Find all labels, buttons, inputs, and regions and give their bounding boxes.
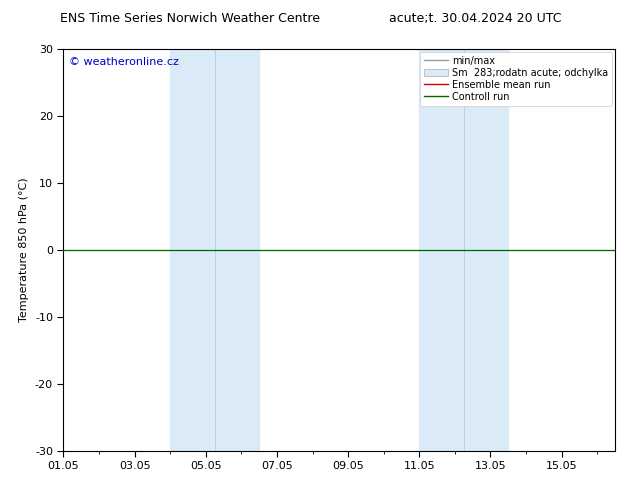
- Text: ENS Time Series Norwich Weather Centre: ENS Time Series Norwich Weather Centre: [60, 12, 320, 25]
- Legend: min/max, Sm  283;rodatn acute; odchylka, Ensemble mean run, Controll run: min/max, Sm 283;rodatn acute; odchylka, …: [420, 52, 612, 105]
- Bar: [170, 49, 259, 451]
- Y-axis label: Temperature 850 hPa (°C): Temperature 850 hPa (°C): [19, 177, 29, 322]
- Text: © weatheronline.cz: © weatheronline.cz: [69, 57, 179, 67]
- Text: acute;t. 30.04.2024 20 UTC: acute;t. 30.04.2024 20 UTC: [389, 12, 562, 25]
- Bar: [419, 49, 508, 451]
